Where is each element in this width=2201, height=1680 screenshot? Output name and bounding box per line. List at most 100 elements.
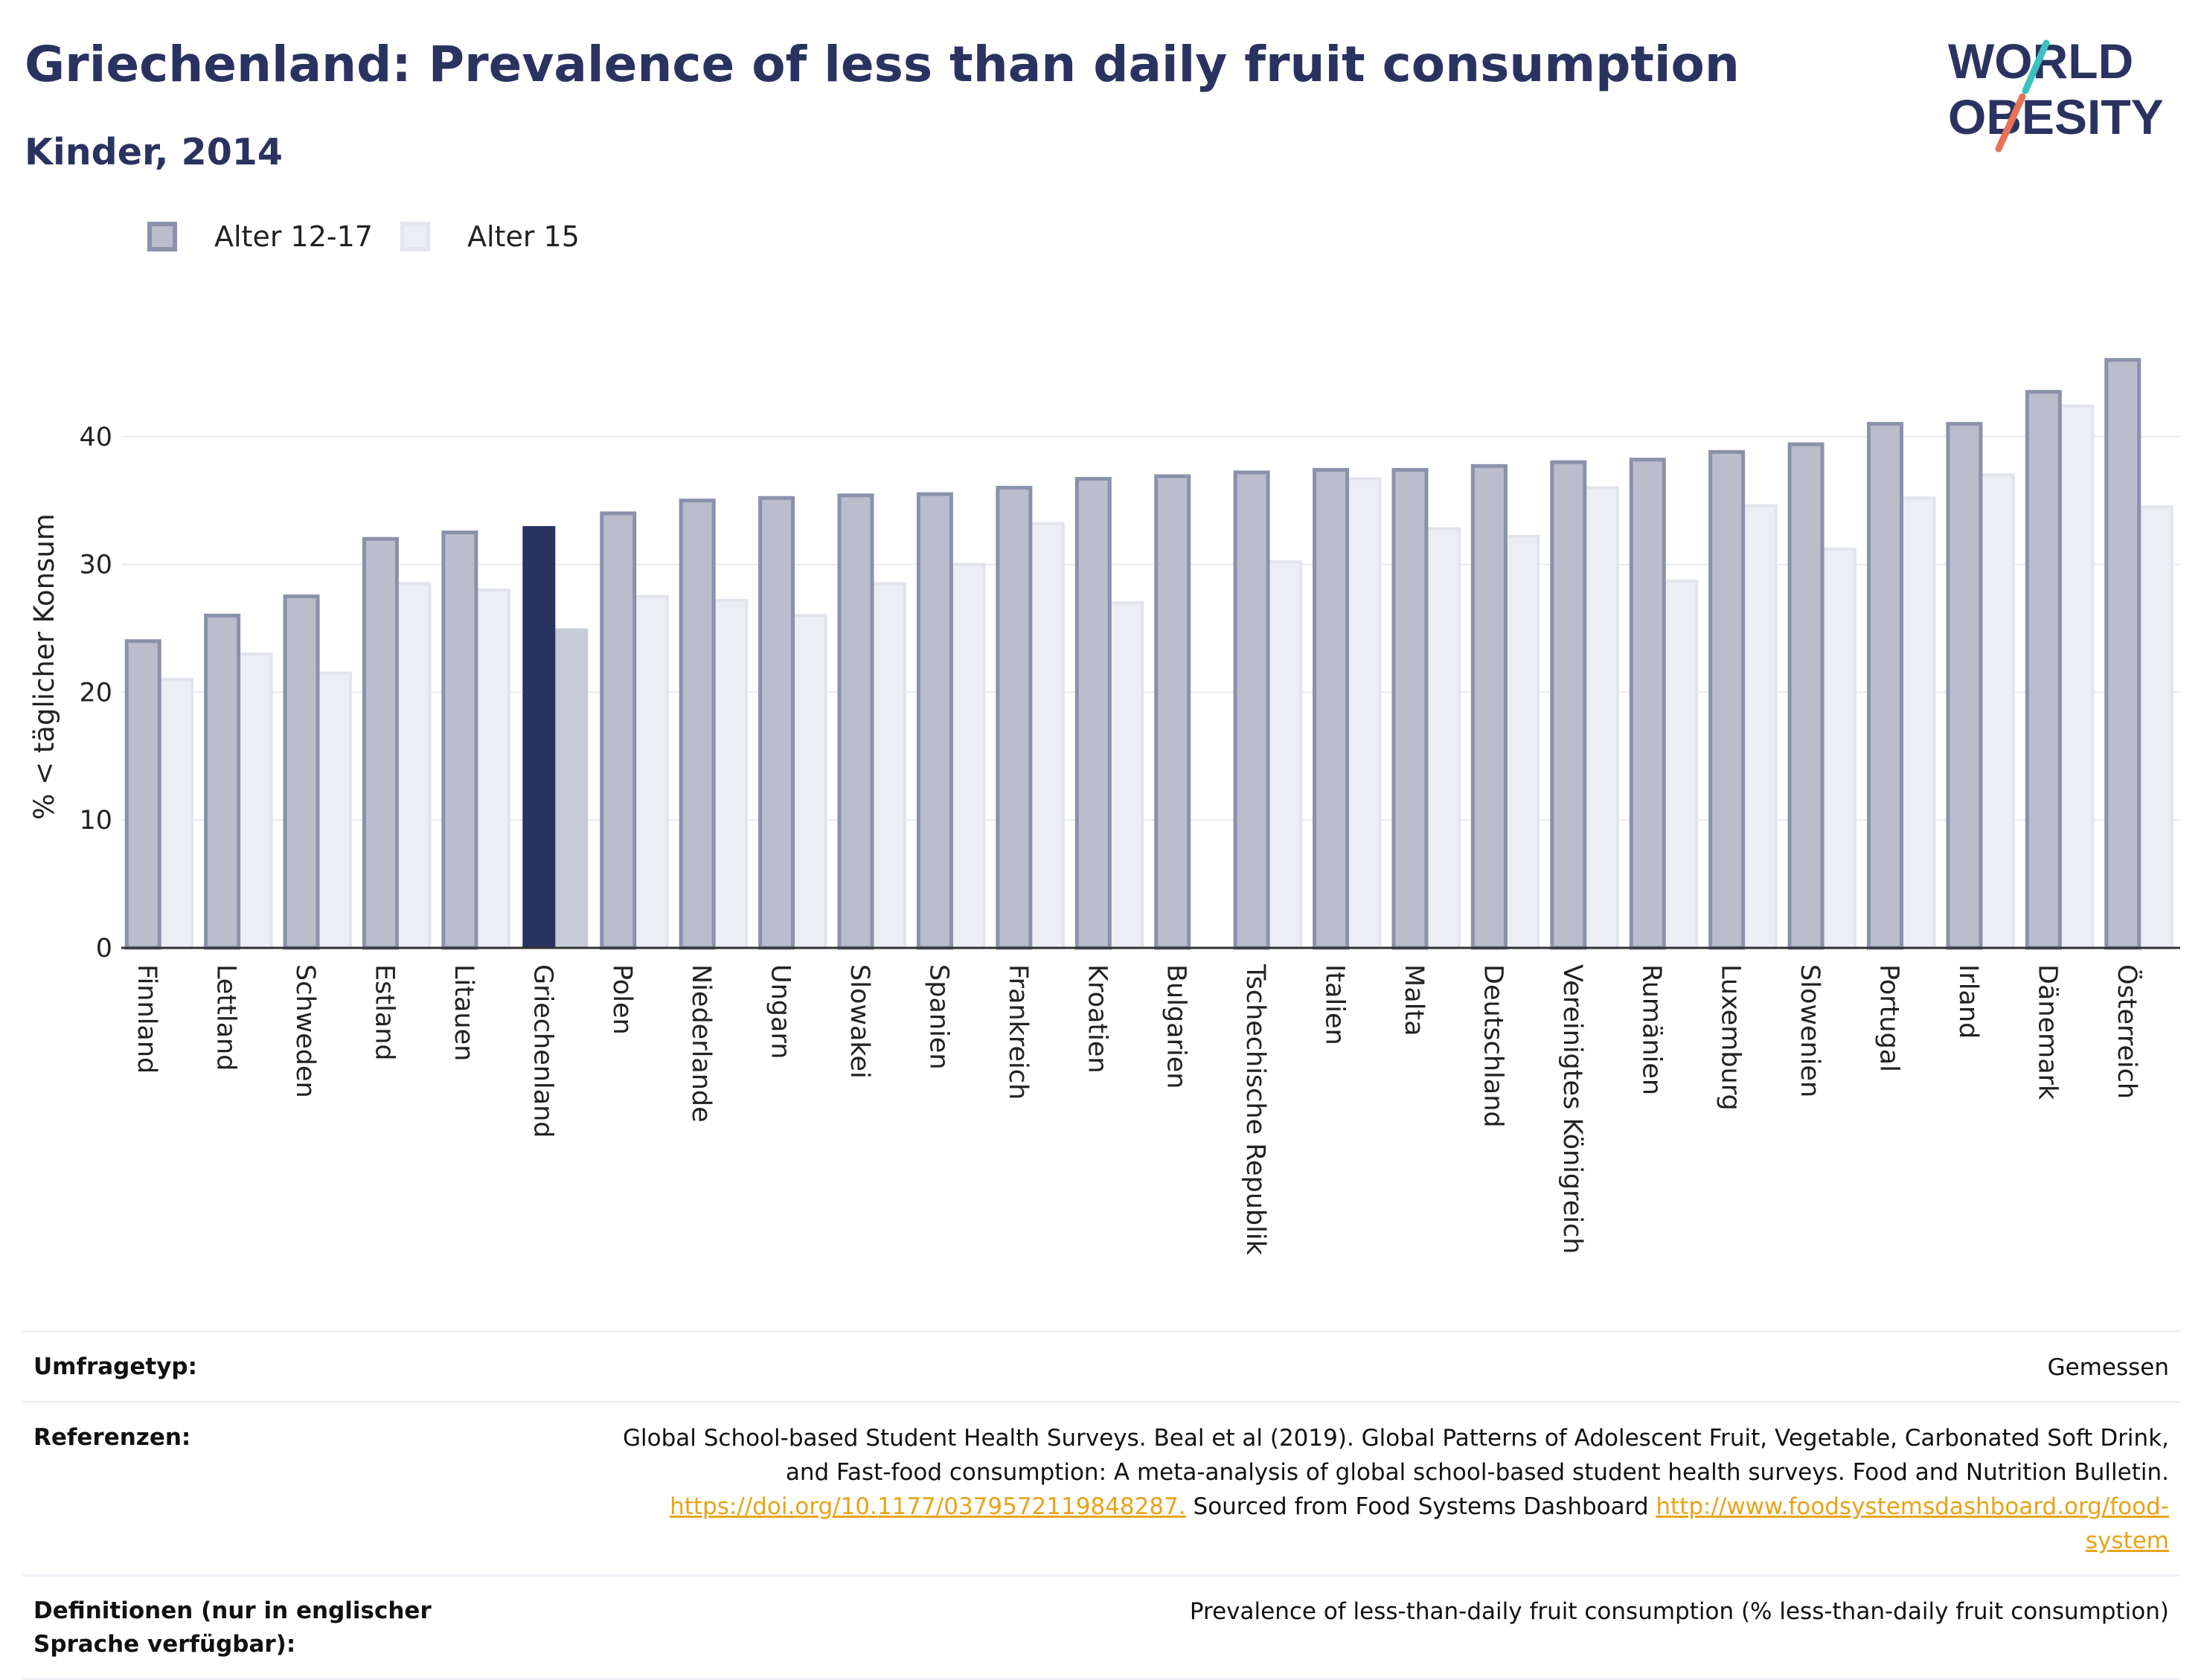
legend-label-series1: Alter 12-17 <box>214 220 373 253</box>
x-tick-label: Luxemburg <box>1716 964 1746 1111</box>
x-tick-label: Spanien <box>923 964 953 1070</box>
bar-series1 <box>1787 442 1824 950</box>
meta-row-survey-type: Umfragetyp: Gemessen <box>22 1330 2180 1401</box>
bar-series2 <box>237 652 273 949</box>
x-tick-label: Schweden <box>290 964 320 1098</box>
bar-series1 <box>2104 358 2141 950</box>
bar-series2 <box>1424 527 1461 950</box>
legend-item-series2[interactable]: Alter 15 <box>400 220 580 253</box>
x-tick-label: Polen <box>607 964 637 1035</box>
y-tick-label: 20 <box>79 678 112 708</box>
x-tick-label: Deutschland <box>1478 964 1508 1128</box>
bar-series2 <box>2058 404 2095 949</box>
bar-series2 <box>1900 496 1936 950</box>
references-label: Referenzen: <box>33 1424 191 1451</box>
bar-series1 <box>441 530 478 950</box>
legend-swatch-series1 <box>147 222 177 251</box>
bar-series1 <box>1233 470 1270 950</box>
y-tick-label: 0 <box>96 934 112 964</box>
bar-series1 <box>522 526 556 948</box>
bar-series1 <box>1708 449 1746 950</box>
bar-series1 <box>916 492 953 950</box>
bar-series2 <box>949 562 986 950</box>
x-tick-label: Niederlande <box>686 964 716 1123</box>
definitions-value: Prevalence of less-than-daily fruit cons… <box>1189 1598 2169 1625</box>
x-tick-label: Rumänien <box>1636 964 1666 1095</box>
bar-series1 <box>1946 422 1983 950</box>
x-tick-label: Slowenien <box>1795 964 1824 1097</box>
bar-series2 <box>1741 504 1778 949</box>
page-title: Griechenland: Prevalence of less than da… <box>25 36 1740 93</box>
bar-series1 <box>204 613 241 950</box>
x-tick-label: Kroatien <box>1082 964 1112 1074</box>
bar-series1 <box>2025 390 2062 950</box>
doi-link[interactable]: https://doi.org/10.1177/0379572119848287… <box>670 1493 1186 1520</box>
bar-chart: 0 10 20 30 40 % < täglicher Konsum Finnland Let… <box>28 358 2180 1256</box>
bar-series1 <box>996 486 1033 950</box>
references-value: Global School-based Student Health Surve… <box>606 1421 2169 1558</box>
x-tick-label: Dänemark <box>2032 964 2062 1100</box>
bar-series2 <box>474 588 510 949</box>
survey-type-value: Gemessen <box>2047 1354 2169 1381</box>
bar-series1 <box>758 496 795 950</box>
x-tick-label: Bulgarien <box>1162 964 1191 1089</box>
bar-series2 <box>395 582 432 949</box>
bar-series2 <box>1028 522 1065 949</box>
legend-swatch-series2 <box>400 222 430 251</box>
bar-series2 <box>1662 579 1699 949</box>
meta-row-references: Referenzen: Global School-based Student … <box>22 1401 2180 1574</box>
x-tick-label: Tschechische Republik <box>1240 964 1270 1256</box>
y-axis-label: % < täglicher Konsum <box>28 513 60 820</box>
bar-series1 <box>1867 422 1904 950</box>
x-tick-label: Frankreich <box>1003 964 1033 1100</box>
bar-series2 <box>712 598 749 949</box>
bar-series1 <box>1470 464 1508 950</box>
bar-series2 <box>1979 473 2015 949</box>
x-tick-label: Lettland <box>211 964 241 1071</box>
bar-series2 <box>1583 486 1619 949</box>
bar-series2 <box>1108 601 1144 949</box>
bar-series1 <box>1154 474 1191 950</box>
bar-series1 <box>1074 476 1112 950</box>
bar-series1 <box>124 639 161 950</box>
x-tick-label: Litauen <box>449 964 478 1061</box>
x-tick-label: Irland <box>1953 964 1983 1039</box>
bar-series2 <box>2137 505 2173 950</box>
x-tick-label: Finnland <box>132 964 161 1074</box>
world-obesity-logo[interactable]: WORLD OBESITY <box>1935 30 2188 156</box>
bar-series2 <box>791 614 827 949</box>
bar-series2 <box>1266 560 1303 949</box>
svg-text:OBESITY: OBESITY <box>1948 89 2164 144</box>
x-tick-label: Italien <box>1320 964 1350 1045</box>
bar-series2 <box>632 594 669 949</box>
legend-item-series1[interactable]: Alter 12-17 <box>147 220 373 253</box>
bar-series1 <box>283 594 320 950</box>
page-subtitle: Kinder, 2014 <box>25 131 283 173</box>
x-tick-label: Estland <box>369 964 399 1061</box>
x-tick-label: Malta <box>1399 964 1429 1036</box>
y-tick-label: 30 <box>79 551 112 580</box>
y-tick-label: 10 <box>79 806 112 836</box>
bar-series2 <box>1504 534 1540 949</box>
legend-label-series2: Alter 15 <box>467 220 580 253</box>
x-tick-label: Portugal <box>1874 964 1904 1072</box>
meta-row-definitions: Definitionen (nur in englischer Sprache … <box>22 1574 2180 1680</box>
bar-series1 <box>1313 467 1350 950</box>
food-systems-link[interactable]: http://www.foodsystemsdashboard.org/food… <box>1656 1493 2169 1554</box>
bar-series1 <box>1391 467 1429 950</box>
bar-series2 <box>1345 477 1382 949</box>
bar-series1 <box>679 498 716 950</box>
x-tick-label: Griechenland <box>528 964 557 1138</box>
bar-series1 <box>837 493 874 950</box>
bar-series2 <box>316 671 353 949</box>
references-sourced: Sourced from Food Systems Dashboard <box>1193 1493 1649 1520</box>
bar-series1 <box>362 536 399 950</box>
metadata-table: Umfragetyp: Gemessen Referenzen: Global … <box>22 1330 2180 1680</box>
bar-series2 <box>1821 547 1857 949</box>
x-tick-label: Ungarn <box>766 964 795 1059</box>
bar-series1 <box>600 511 637 950</box>
y-tick-label: 40 <box>79 423 112 452</box>
survey-type-label: Umfragetyp: <box>33 1353 197 1380</box>
definitions-label: Definitionen (nur in englischer Sprache … <box>33 1597 432 1658</box>
bar-series1 <box>1550 460 1587 950</box>
